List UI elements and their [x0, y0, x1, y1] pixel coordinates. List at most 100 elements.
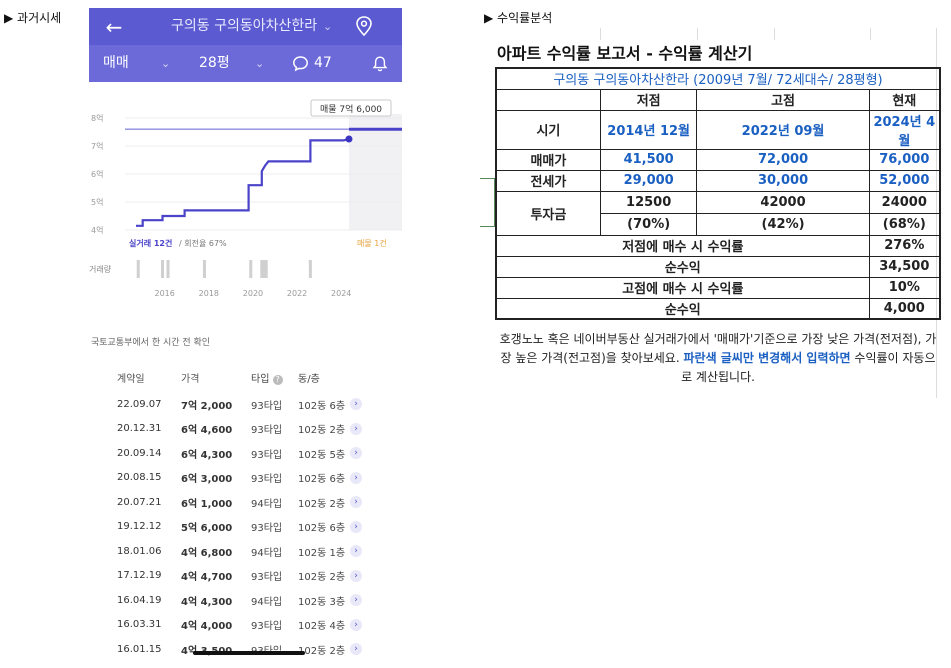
- period-high[interactable]: 2022년 09월: [696, 109, 870, 150]
- report-subtitle[interactable]: 구의동 구의동아차산한라 (2009년 7월/ 72세대수/ 28평형): [495, 67, 941, 90]
- cell-selection-line: [480, 226, 496, 227]
- low-net-profit-value[interactable]: 34,500: [868, 255, 941, 278]
- table-row[interactable]: 22.09.07 7억 2,000 93타입 102동 6층 ›: [89, 392, 402, 417]
- high-buy-yield-label[interactable]: 고점에 매수 시 수익률: [495, 276, 870, 299]
- table-row[interactable]: 19.12.12 5억 6,000 93타입 102동 6층 ›: [89, 515, 402, 540]
- listing-tooltip[interactable]: [310, 99, 392, 117]
- size-select[interactable]: 28평: [199, 55, 230, 71]
- row-date: 20.09.14: [117, 447, 162, 459]
- x-tick-label: 2020: [243, 289, 263, 298]
- legend-trades: 실거래 12건: [129, 238, 172, 248]
- col-now[interactable]: 현재: [868, 88, 941, 111]
- chevron-right-icon[interactable]: ›: [350, 520, 362, 533]
- row-date: 16.04.19: [117, 594, 162, 606]
- chevron-right-icon[interactable]: ›: [350, 618, 362, 631]
- period-now[interactable]: 2024년 4월: [868, 109, 941, 150]
- report-title: 아파트 수익률 보고서 - 수익률 계산기: [497, 44, 753, 63]
- row-type: 93타입: [251, 621, 283, 633]
- row-price: 5억 6,000: [181, 523, 233, 535]
- chevron-right-icon[interactable]: ›: [350, 471, 362, 484]
- trade-type-select[interactable]: 매매: [103, 55, 129, 71]
- apartment-title[interactable]: 구의동 구의동아차산한라: [171, 18, 318, 34]
- grid-line: [600, 28, 601, 40]
- past-price-label: ▶ 과거시세: [4, 11, 62, 25]
- y-tick-label: 4억: [91, 225, 103, 235]
- row-date: 18.01.06: [117, 545, 162, 557]
- row-floor: 102동 3층: [298, 596, 346, 608]
- high-buy-yield-value[interactable]: 10%: [868, 276, 941, 299]
- price-series-line: [136, 137, 350, 227]
- low-buy-yield-label[interactable]: 저점에 매수 시 수익률: [495, 234, 870, 257]
- volume-bar: [202, 260, 206, 278]
- high-net-profit-value[interactable]: 4,000: [868, 297, 941, 320]
- row-floor: 102동 2층: [298, 425, 346, 437]
- chevron-right-icon[interactable]: ›: [350, 643, 362, 656]
- invest-low-pct[interactable]: (70%): [599, 213, 698, 236]
- chevron-down-icon[interactable]: ⌄: [161, 57, 171, 70]
- filter-bar: 매매 ⌄ 28평 ⌄ 47: [89, 45, 402, 82]
- high-net-profit-label[interactable]: 순수익: [495, 297, 870, 320]
- low-buy-yield-value[interactable]: 276%: [868, 234, 941, 257]
- chevron-right-icon[interactable]: ›: [350, 496, 362, 509]
- volume-bar: [262, 260, 266, 278]
- jeonse-high[interactable]: 30,000: [696, 169, 870, 192]
- chevron-right-icon[interactable]: ›: [350, 569, 362, 582]
- table-row[interactable]: 20.09.14 6억 4,300 93타입 102동 5층 ›: [89, 441, 402, 466]
- note-emphasis: 파란색 글씨만 변경해서 입력하면: [683, 351, 851, 365]
- location-pin-icon[interactable]: [353, 15, 375, 37]
- comment-icon[interactable]: [292, 55, 309, 72]
- chevron-right-icon[interactable]: ›: [350, 398, 362, 411]
- bell-icon[interactable]: [372, 55, 388, 72]
- table-row[interactable]: 18.01.06 4억 6,800 94타입 102동 1층 ›: [89, 539, 402, 564]
- col-high[interactable]: 고점: [696, 88, 870, 111]
- sale-high[interactable]: 72,000: [696, 148, 870, 171]
- table-row[interactable]: 14.12.134억 1,50093타입102동 5층›: [89, 662, 402, 668]
- chevron-right-icon[interactable]: ›: [350, 594, 362, 607]
- chevron-right-icon[interactable]: ›: [350, 545, 362, 558]
- chevron-right-icon[interactable]: ›: [350, 422, 362, 435]
- invest-high[interactable]: 42000: [696, 190, 870, 214]
- row-period-label[interactable]: 시기: [495, 109, 601, 150]
- table-row[interactable]: 17.12.19 4억 4,700 93타입 102동 2층 ›: [89, 564, 402, 589]
- row-type: 94타입: [251, 596, 283, 608]
- listing-zone: [348, 114, 402, 230]
- table-row[interactable]: 20.08.15 6억 3,000 93타입 102동 6층 ›: [89, 466, 402, 491]
- invest-now-pct[interactable]: (68%): [868, 213, 941, 236]
- chevron-down-icon[interactable]: ⌄: [323, 20, 333, 33]
- sale-now[interactable]: 76,000: [868, 148, 941, 171]
- row-date: 19.12.12: [117, 521, 162, 533]
- back-arrow-icon[interactable]: ←: [105, 14, 123, 39]
- help-icon[interactable]: ?: [272, 374, 283, 385]
- invest-now[interactable]: 24000: [868, 190, 941, 214]
- chevron-down-icon[interactable]: ⌄: [255, 57, 265, 70]
- latest-price-point[interactable]: [345, 135, 353, 143]
- comment-count[interactable]: 47: [314, 55, 332, 71]
- col-low[interactable]: 저점: [599, 88, 698, 111]
- table-row[interactable]: 20.07.21 6억 1,000 94타입 102동 2층 ›: [89, 490, 402, 515]
- sale-low[interactable]: 41,500: [599, 148, 698, 171]
- row-invest-label[interactable]: 투자금: [495, 190, 601, 236]
- table-row[interactable]: 20.12.31 6억 4,600 93타입 102동 2층 ›: [89, 417, 402, 442]
- row-sale-label[interactable]: 매매가: [495, 148, 601, 171]
- volume-bar: [260, 260, 264, 278]
- grid-line: [870, 28, 871, 40]
- period-low[interactable]: 2014년 12월: [599, 109, 698, 150]
- table-row[interactable]: 16.03.31 4억 4,000 93타입 102동 4층 ›: [89, 613, 402, 638]
- scroll-indicator[interactable]: [193, 651, 305, 655]
- jeonse-now[interactable]: 52,000: [868, 169, 941, 192]
- invest-low[interactable]: 12500: [599, 190, 698, 214]
- corner-cell[interactable]: [495, 88, 601, 111]
- invest-high-pct[interactable]: (42%): [696, 213, 870, 236]
- chevron-right-icon[interactable]: ›: [350, 447, 362, 460]
- table-row[interactable]: 16.04.19 4억 4,300 94타입 102동 3층 ›: [89, 588, 402, 613]
- y-tick-label: 6억: [91, 169, 103, 179]
- row-floor: 102동 2층: [298, 498, 346, 510]
- low-net-profit-label[interactable]: 순수익: [495, 255, 870, 278]
- row-date: 16.01.15: [117, 643, 162, 655]
- jeonse-low[interactable]: 29,000: [599, 169, 698, 192]
- note-text-1: 호갱노노 혹은 네이버부동산 실거래가에서 '매매가'기준으로 가장 낮은 가격…: [499, 332, 937, 365]
- row-jeonse-label[interactable]: 전세가: [495, 169, 601, 192]
- row-price: 4억 4,000: [181, 621, 233, 633]
- volume-bar: [308, 260, 312, 278]
